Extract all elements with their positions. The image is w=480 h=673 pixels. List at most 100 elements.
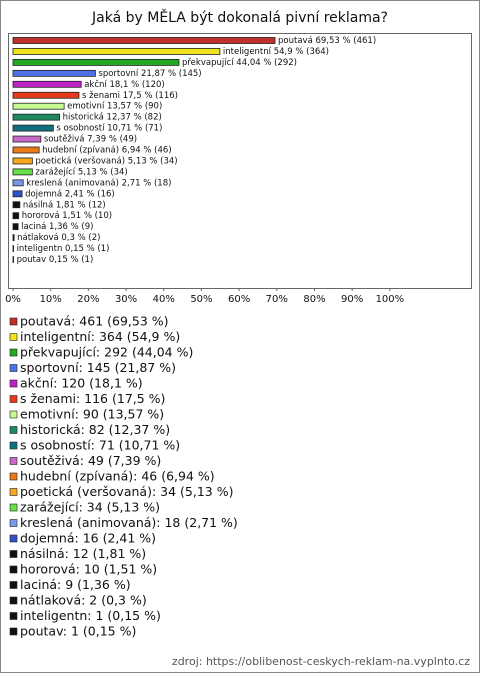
bar: [12, 157, 33, 165]
value-label: nátlaková 0,3 % (2): [17, 233, 100, 243]
legend-swatch: [9, 612, 18, 620]
value-label: dojemná 2,41 % (16): [25, 189, 115, 199]
bar: [12, 113, 61, 121]
legend-swatch: [9, 519, 18, 527]
legend-swatch: [9, 395, 18, 403]
x-tick-label: 60%: [228, 294, 250, 305]
legend-swatch: [9, 333, 18, 341]
x-tick-label: 100%: [376, 294, 405, 305]
legend-label: historická: 82 (12,37 %): [20, 422, 170, 437]
value-label: poutav 0,15 % (1): [17, 255, 94, 265]
value-label: soutěživá 7,39 % (49): [44, 135, 137, 145]
bar: [12, 135, 42, 143]
bar: [12, 69, 96, 77]
legend-label: inteligentní: 364 (54,9 %): [20, 329, 180, 344]
legend-label: nátlaková: 2 (0,3 %): [20, 593, 147, 608]
bar: [12, 223, 19, 231]
legend-swatch: [9, 565, 18, 574]
legend-label: překvapující: 292 (44,04 %): [20, 345, 193, 360]
bar: [12, 48, 221, 55]
x-tick-label: 40%: [153, 294, 175, 305]
value-label: hudební (zpívaná) 6,94 % (46): [42, 146, 172, 156]
legend-swatch: [9, 457, 18, 465]
x-tick-label: 90%: [341, 294, 363, 305]
legend-label: hororová: 10 (1,51 %): [20, 562, 157, 577]
x-tick-label: 50%: [190, 294, 212, 305]
value-label: překvapující 44,04 % (292): [182, 58, 297, 68]
bar: [12, 80, 82, 88]
legend-swatch: [9, 348, 18, 357]
legend-swatch: [9, 317, 18, 326]
x-tick-label: 30%: [115, 294, 137, 305]
legend-label: dojemná: 16 (2,41 %): [20, 531, 156, 546]
value-label: historická 12,37 % (82): [63, 113, 162, 123]
value-label: hororová 1,51 % (10): [22, 211, 112, 221]
legend-label: zarážející: 34 (5,13 %): [20, 500, 160, 515]
bar: [12, 212, 20, 220]
legend-swatch: [9, 379, 18, 388]
plot-frame: [8, 33, 472, 289]
value-label: akční 18,1 % (120): [84, 79, 165, 90]
bar: [12, 201, 21, 209]
x-tick-label: 70%: [266, 294, 288, 305]
bar: [12, 256, 14, 263]
chart-title: Jaká by MĚLA být dokonalá pivní reklama?: [91, 9, 388, 26]
legend-label: hudební (zpívaná): 46 (6,94 %): [20, 469, 215, 484]
legend-swatch: [9, 627, 18, 636]
legend-label: poutavá: 461 (69,53 %): [20, 314, 169, 329]
x-tick-label: 0%: [5, 294, 21, 305]
legend-swatch: [9, 581, 18, 589]
bar: [12, 91, 80, 99]
value-label: emotivní 13,57 % (90): [67, 102, 162, 112]
bar: [12, 102, 65, 110]
value-label: násilná 1,81 % (12): [23, 200, 106, 210]
legend-swatch: [9, 550, 18, 558]
bar: [12, 245, 14, 252]
value-label: s ženami 17,5 % (116): [82, 91, 178, 101]
legend-label: inteligentn: 1 (0,15 %): [20, 608, 161, 623]
bar: [12, 234, 15, 242]
legend-label: akční: 120 (18,1 %): [20, 376, 143, 391]
x-tick-label: 10%: [40, 294, 62, 305]
bar: [12, 59, 180, 66]
value-label: kreslená (animovaná) 2,71 % (18): [26, 178, 171, 188]
value-label: zarážející 5,13 % (34): [35, 167, 127, 177]
value-label: poutavá 69,53 % (461): [278, 36, 376, 46]
value-label: laciná 1,36 % (9): [21, 222, 93, 232]
legend-swatch: [9, 596, 18, 605]
legend-swatch: [9, 410, 18, 419]
legend-swatch: [9, 534, 18, 543]
legend-label: laciná: 9 (1,36 %): [20, 577, 131, 592]
value-label: sportovní 21,87 % (145): [98, 69, 201, 79]
bar: [12, 168, 33, 176]
x-tick-label: 80%: [303, 294, 325, 305]
legend-swatch: [9, 503, 18, 512]
bar: [12, 179, 24, 187]
legend-label: sportovní: 145 (21,87 %): [20, 360, 176, 375]
legend-label: kreslená (animovaná): 18 (2,71 %): [20, 515, 238, 530]
legend-label: poutav: 1 (0,15 %): [20, 624, 136, 639]
bar: [12, 37, 276, 44]
bar: [12, 190, 23, 198]
legend-label: soutěživá: 49 (7,39 %): [20, 453, 161, 468]
bar: [12, 124, 54, 132]
legend-label: násilná: 12 (1,81 %): [20, 546, 146, 561]
bar: [12, 146, 40, 154]
legend-label: s osobností: 71 (10,71 %): [20, 438, 180, 453]
legend-label: emotivní: 90 (13,57 %): [20, 407, 164, 422]
value-label: poetická (veršovaná) 5,13 % (34): [35, 155, 177, 166]
legend-swatch: [9, 426, 18, 434]
value-label: inteligentní 54,9 % (364): [223, 47, 329, 57]
source: zdroj: https://oblibenost-ceskych-reklam…: [172, 655, 470, 668]
legend-label: s ženami: 116 (17,5 %): [20, 391, 165, 406]
legend-swatch: [9, 441, 18, 450]
legend-label: poetická (veršovaná): 34 (5,13 %): [20, 484, 233, 499]
legend-swatch: [9, 472, 18, 481]
legend-swatch: [9, 364, 18, 372]
legend-swatch: [9, 488, 18, 496]
value-label: inteligentn 0,15 % (1): [17, 244, 110, 254]
value-label: s osobností 10,71 % (71): [56, 124, 162, 134]
x-tick-label: 20%: [77, 294, 99, 305]
